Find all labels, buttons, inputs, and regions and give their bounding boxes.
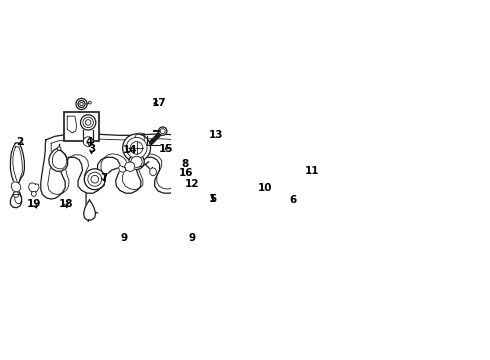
Circle shape: [130, 141, 143, 154]
Circle shape: [159, 127, 167, 135]
Polygon shape: [49, 148, 68, 171]
Circle shape: [31, 192, 36, 196]
Circle shape: [76, 98, 87, 109]
Text: 1: 1: [209, 194, 216, 204]
Text: 14: 14: [123, 145, 138, 155]
Text: 10: 10: [258, 183, 272, 193]
Polygon shape: [119, 165, 125, 172]
Text: 9: 9: [188, 234, 195, 243]
Text: 3: 3: [88, 144, 96, 154]
Circle shape: [57, 147, 61, 150]
Text: 12: 12: [184, 179, 199, 189]
Polygon shape: [67, 116, 76, 133]
Circle shape: [89, 101, 91, 104]
Circle shape: [131, 156, 142, 167]
Circle shape: [221, 182, 225, 185]
Polygon shape: [11, 182, 21, 192]
Circle shape: [126, 138, 147, 158]
Polygon shape: [124, 133, 161, 168]
Polygon shape: [41, 134, 222, 199]
Circle shape: [88, 172, 102, 186]
Circle shape: [122, 134, 150, 162]
Polygon shape: [28, 183, 39, 193]
Text: 9: 9: [121, 234, 128, 243]
Text: 18: 18: [59, 199, 74, 209]
Text: 16: 16: [179, 168, 194, 178]
Polygon shape: [197, 182, 227, 197]
Circle shape: [83, 117, 94, 128]
Circle shape: [85, 120, 91, 125]
Circle shape: [207, 180, 211, 183]
Text: 5: 5: [210, 194, 217, 204]
Text: 19: 19: [26, 199, 41, 209]
Circle shape: [78, 100, 85, 107]
Text: 13: 13: [209, 130, 223, 140]
Polygon shape: [181, 200, 193, 220]
Circle shape: [13, 192, 19, 197]
Circle shape: [260, 203, 263, 206]
Circle shape: [80, 102, 83, 106]
Circle shape: [129, 154, 144, 170]
Circle shape: [80, 115, 96, 130]
Text: 7: 7: [100, 173, 107, 183]
Text: 11: 11: [305, 166, 320, 176]
Polygon shape: [10, 143, 24, 208]
Polygon shape: [84, 200, 96, 220]
Circle shape: [84, 169, 105, 190]
Circle shape: [91, 175, 98, 183]
Circle shape: [184, 236, 190, 241]
Circle shape: [83, 137, 93, 147]
Circle shape: [269, 203, 271, 206]
Text: 2: 2: [16, 137, 24, 147]
Text: 15: 15: [159, 144, 173, 154]
Text: 17: 17: [152, 98, 167, 108]
Circle shape: [84, 236, 90, 241]
Polygon shape: [150, 168, 157, 176]
Polygon shape: [124, 162, 135, 172]
Circle shape: [160, 129, 165, 134]
Text: 6: 6: [289, 195, 296, 205]
Text: 8: 8: [181, 159, 188, 169]
Text: 4: 4: [86, 137, 93, 147]
Bar: [65, 112, 98, 140]
